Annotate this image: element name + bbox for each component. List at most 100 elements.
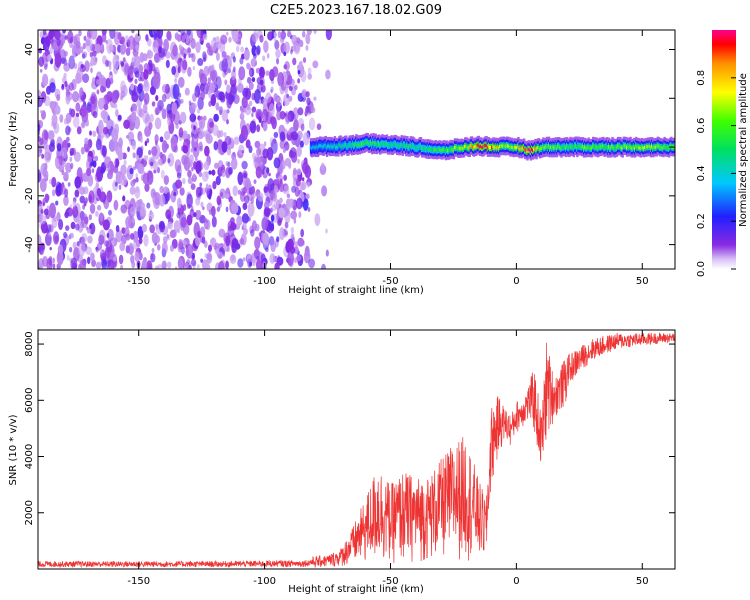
spectrogram-noise-cell: [220, 34, 228, 45]
spectrogram-noise-cell: [127, 146, 130, 153]
spectrogram-noise-cell: [105, 59, 109, 67]
spectrogram-noise-cell: [160, 169, 165, 179]
spectrogram-noise-cell: [78, 30, 82, 37]
spectrogram-noise-cell: [52, 263, 56, 269]
spectrogram-noise-cell: [274, 262, 280, 269]
spectrogram-noise-cell: [76, 126, 82, 135]
snr-y-tick-label: 6000: [24, 388, 35, 413]
spectrogram-noise-cell: [255, 259, 262, 269]
spectrogram-noise-cell: [251, 259, 256, 267]
spectrogram-noise-cell: [273, 131, 279, 139]
spectrogram-noise-cell: [261, 216, 269, 230]
spectrogram-noise-cell: [105, 260, 111, 267]
spectrogram-noise-cell: [220, 192, 224, 198]
spectrogram-noise-cell: [167, 221, 172, 229]
spectrogram-noise-cell: [80, 46, 84, 54]
spectrogram-noise-cell: [288, 85, 293, 92]
spectrogram-noise-cell: [294, 257, 298, 264]
spectrogram-noise-cell: [258, 116, 262, 123]
spectrogram-noise-cell: [153, 192, 161, 206]
spectrogram-noise-cell: [276, 171, 281, 177]
spectrogram-noise-cell: [305, 193, 310, 200]
spectrogram-noise-cell: [268, 103, 275, 117]
spectrogram-noise-cell: [152, 39, 159, 53]
spectrogram-noise-cell: [71, 35, 78, 45]
spectrogram-noise-cell: [288, 95, 293, 102]
spectrogram-noise-cell: [108, 209, 112, 216]
spectrogram-noise-cell: [104, 156, 112, 168]
spectrogram-noise-cell: [224, 79, 228, 86]
spectrogram-noise-cell: [42, 201, 45, 207]
spectrogram-noise-cell: [89, 203, 96, 214]
spectrogram-noise-cell: [154, 106, 160, 116]
spectrogram-noise-cell: [306, 181, 311, 188]
snr-panel: -150 -100 -50 0 50 2000 4000 6000 8000 Height o…: [8, 329, 676, 595]
spectrogram-noise-cell: [199, 182, 203, 187]
spectrogram-noise-cell: [263, 40, 269, 53]
spectrogram-noise-cell: [73, 246, 80, 262]
spectrogram-noise-cell: [273, 93, 279, 102]
spectrogram-noise-cell: [314, 213, 321, 226]
spectrogram-noise-cell: [152, 195, 156, 204]
snr-x-tick-label: -100: [253, 576, 276, 587]
spectrogram-noise-cell: [163, 130, 171, 141]
spectrogram-noise-cell: [321, 263, 327, 269]
spectrogram-noise-cell: [135, 44, 140, 52]
spectrogram-noise-cell: [283, 174, 287, 181]
spectrogram-noise-cell: [199, 145, 203, 152]
spectrogram-noise-cell: [129, 167, 134, 175]
spectrogram-noise-cell: [269, 253, 276, 264]
spectrogram-noise-cell: [137, 226, 144, 240]
spectrogram-noise-cell: [151, 247, 155, 254]
spectrogram-noise-cell: [38, 169, 42, 183]
spectrogram-noise-cell: [276, 109, 282, 121]
spectrogram-noise-cell: [96, 204, 102, 211]
spectrogram-noise-cell: [131, 30, 135, 34]
spectrogram-noise-cell: [226, 84, 231, 94]
spectrogram-noise-cell: [262, 97, 268, 108]
spectrogram-noise-cell: [296, 254, 302, 262]
spectrogram-noise-cell: [115, 224, 120, 233]
spectrogram-noise-cell: [255, 190, 260, 198]
spectrogram-noise-cell: [207, 244, 213, 253]
spectrogram-noise-cell: [119, 43, 126, 56]
spectrogram-noise-cell: [161, 108, 167, 120]
spectrogram-noise-cell: [88, 214, 92, 221]
spectrogram-noise-cell: [230, 83, 238, 95]
spectrogram-noise-cell: [61, 160, 67, 168]
spectrogram-noise-cell: [221, 58, 228, 73]
spectrogram-noise-cell: [143, 69, 149, 80]
spectrogram-noise-cell: [183, 266, 187, 269]
spectrogram-noise-cell: [209, 121, 214, 128]
spectrogram-noise-cell: [218, 251, 223, 259]
spectrogram-noise-cell: [170, 135, 178, 147]
spectrogram-y-tick-label: -20: [24, 188, 35, 204]
spectrogram-noise-cell: [151, 232, 158, 244]
spectrogram-noise-cell: [75, 72, 82, 84]
spectrogram-noise-cell: [158, 57, 161, 63]
spectrogram-noise-cell: [42, 36, 50, 52]
spectrogram-noise-cell: [239, 237, 245, 245]
spectrogram-noise-cell: [120, 61, 125, 67]
spectrogram-noise-cell: [146, 170, 154, 185]
spectrogram-frame: [37, 29, 676, 270]
spectrogram-noise-cell: [239, 191, 246, 202]
spectrogram-noise-cell: [297, 69, 301, 75]
spectrogram-noise-cell: [142, 103, 148, 114]
spectrogram-noise-cell: [325, 249, 329, 257]
spectrogram-noise-cell: [195, 157, 198, 161]
spectrogram-noise-cell: [44, 162, 48, 169]
spectrogram-noise-cell: [74, 189, 80, 198]
spectrogram-noise-cell: [137, 106, 142, 117]
spectrogram-noise-cell: [56, 212, 61, 222]
spectrogram-noise-cell: [131, 261, 136, 269]
spectrogram-noise-cell: [191, 166, 194, 172]
spectrogram-noise-cell: [89, 130, 92, 136]
spectrogram-noise-cell: [132, 166, 136, 171]
spectrogram-noise-cell: [302, 57, 307, 64]
spectrogram-noise-cell: [145, 155, 149, 160]
spectrogram-y-ticks: -40 -20 0 20 40: [24, 43, 675, 253]
spectrogram-noise-cell: [176, 172, 182, 179]
spectrogram-noise-cell: [69, 42, 74, 48]
spectrogram-noise-cell: [178, 44, 183, 51]
